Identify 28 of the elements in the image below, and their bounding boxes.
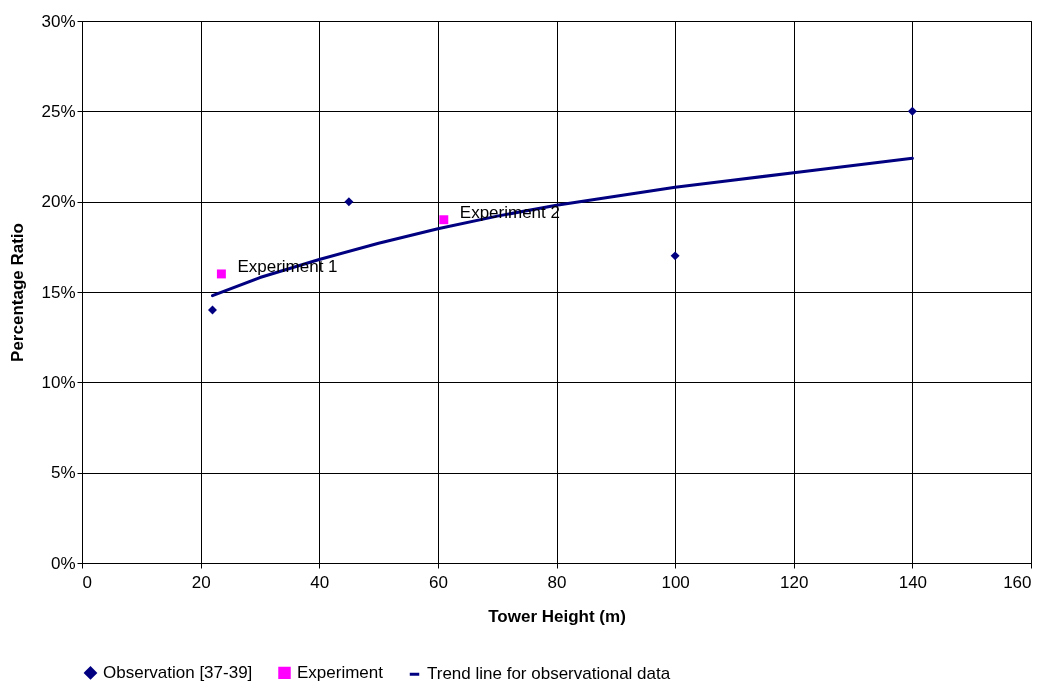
x-tick-label: 140 xyxy=(898,572,928,592)
y-axis-title: Percentage Ratio xyxy=(8,223,28,362)
y-tick-label: 0% xyxy=(50,553,76,573)
legend-label: Trend line for observational data xyxy=(427,664,671,684)
point xyxy=(907,106,917,116)
x-tick-label: 0 xyxy=(82,572,92,592)
x-tick-label: 40 xyxy=(310,572,330,592)
y-tick-label: 30% xyxy=(41,11,76,31)
point xyxy=(208,305,217,315)
x-tick-label: 80 xyxy=(547,572,567,592)
line-series xyxy=(210,156,914,298)
x-tick-label: 100 xyxy=(661,572,690,592)
x-tick-label: 20 xyxy=(191,572,211,592)
y-tick-label: 20% xyxy=(41,192,76,212)
legend-label: Observation [37-39] xyxy=(103,662,253,682)
x-axis-title: Tower Height (m) xyxy=(488,606,626,626)
y-tick-label: 5% xyxy=(50,463,76,483)
y-tick-label: 15% xyxy=(41,282,76,302)
y-tick-label: 25% xyxy=(41,101,76,121)
y-tick-label: 10% xyxy=(41,372,76,392)
point xyxy=(344,197,354,207)
point xyxy=(216,269,226,279)
x-tick-label: 160 xyxy=(1003,572,1032,592)
point xyxy=(439,215,449,225)
legend-label: Experiment xyxy=(297,662,384,682)
x-tick-label: 60 xyxy=(428,572,448,592)
x-tick-label: 120 xyxy=(780,572,809,592)
point xyxy=(670,251,680,261)
